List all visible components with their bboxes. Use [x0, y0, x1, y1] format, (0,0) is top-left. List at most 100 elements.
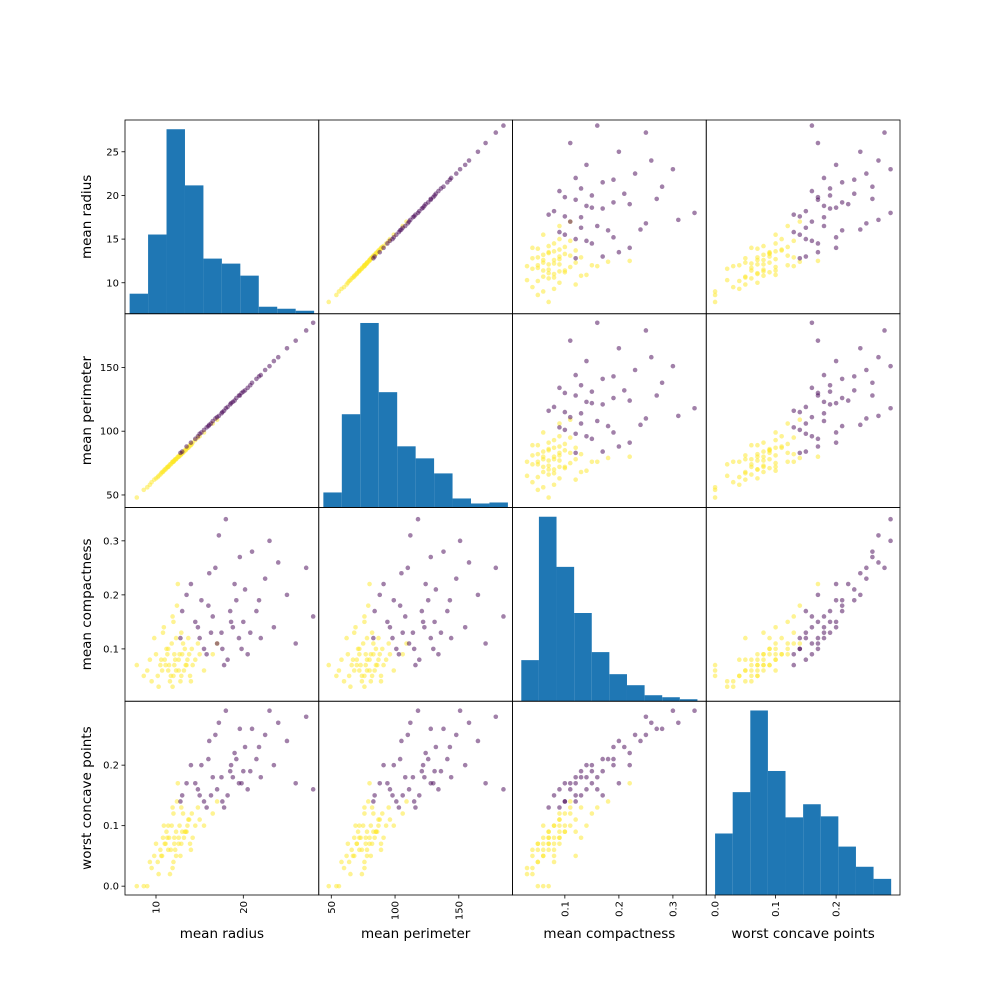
scatter-point-class-1	[540, 469, 546, 475]
scatter-point-class-0	[562, 781, 568, 786]
scatter-point-class-1	[171, 673, 176, 679]
scatter-point-class-1	[530, 245, 535, 251]
scatter-point-class-0	[216, 533, 222, 538]
scatter-point-class-1	[363, 662, 369, 668]
scatter-point-class-0	[271, 358, 277, 364]
scatter-point-class-1	[391, 668, 397, 673]
scatter-point-class-1	[183, 448, 188, 453]
scatter-point-class-1	[627, 454, 632, 460]
scatter-point-class-0	[184, 592, 189, 598]
scatter-point-class-1	[359, 679, 365, 684]
scatter-point-class-1	[365, 603, 371, 608]
scatter-point-class-0	[396, 651, 402, 657]
scatter-point-class-1	[151, 635, 157, 641]
scatter-point-class-0	[237, 726, 243, 732]
scatter-point-class-0	[839, 200, 845, 205]
scatter-point-class-1	[530, 453, 535, 458]
scatter-point-class-1	[182, 646, 188, 652]
scatter-point-class-1	[404, 799, 409, 804]
scatter-point-class-1	[540, 883, 546, 889]
scatter-point-class-0	[436, 651, 441, 657]
scatter-point-class-0	[493, 565, 499, 571]
scatter-point-class-1	[755, 467, 760, 472]
scatter-point-class-0	[611, 395, 616, 401]
scatter-point-class-0	[241, 768, 246, 774]
hist-bar	[341, 414, 361, 508]
scatter-point-class-1	[344, 853, 349, 859]
scatter-point-class-1	[355, 829, 361, 835]
cell-2-0	[124, 507, 320, 702]
scatter-point-class-1	[785, 646, 790, 652]
scatter-point-class-0	[584, 358, 589, 364]
scatter-point-class-1	[387, 651, 393, 657]
scatter-point-class-1	[369, 630, 375, 635]
scatter-point-class-1	[573, 817, 578, 822]
scatter-point-class-1	[755, 651, 760, 657]
scatter-point-class-1	[334, 673, 339, 679]
scatter-point-class-1	[573, 282, 578, 287]
scatter-point-class-1	[170, 865, 175, 871]
cell-frame	[124, 700, 320, 896]
scatter-point-class-1	[567, 450, 573, 456]
scatter-point-class-1	[524, 871, 530, 877]
scatter-point-class-1	[540, 430, 546, 435]
scatter-point-class-0	[493, 130, 499, 135]
scatter-point-class-0	[214, 641, 220, 646]
scatter-point-class-1	[153, 841, 159, 847]
scatter-point-class-0	[405, 565, 411, 571]
scatter-point-class-0	[206, 603, 211, 608]
scatter-point-class-0	[391, 762, 397, 768]
scatter-point-class-0	[833, 624, 839, 630]
scatter-point-class-1	[589, 262, 595, 268]
scatter-point-class-0	[876, 533, 881, 538]
scatter-point-class-1	[567, 811, 573, 816]
scatter-point-class-0	[573, 450, 578, 456]
hist-bar	[715, 833, 733, 895]
scatter-point-class-0	[303, 714, 309, 720]
scatter-point-class-0	[797, 646, 803, 652]
scatter-point-class-0	[616, 249, 622, 255]
scatter-point-class-0	[833, 430, 839, 435]
hist-bar	[360, 322, 379, 508]
scatter-point-class-1	[197, 817, 202, 822]
cell-content	[129, 129, 315, 314]
scatter-point-class-0	[208, 793, 214, 798]
scatter-point-class-1	[540, 454, 546, 460]
scatter-point-class-0	[441, 726, 446, 732]
hist-bar	[679, 699, 698, 702]
scatter-point-class-0	[405, 732, 411, 738]
scatter-point-class-0	[797, 214, 803, 219]
scatter-point-class-0	[839, 180, 845, 185]
scatter-point-class-1	[167, 679, 173, 684]
scatter-point-class-0	[600, 206, 605, 211]
scatter-point-class-0	[600, 254, 605, 259]
scatter-point-class-0	[178, 635, 183, 641]
scatter-point-class-0	[232, 750, 237, 756]
scatter-point-class-1	[353, 823, 358, 828]
scatter-point-class-1	[594, 805, 600, 810]
scatter-point-class-0	[833, 358, 839, 364]
scatter-point-class-1	[351, 668, 357, 673]
scatter-point-class-1	[755, 476, 760, 481]
scatter-point-class-1	[594, 459, 600, 465]
scatter-point-class-1	[400, 651, 406, 657]
scatter-point-class-0	[851, 374, 857, 379]
scatter-point-class-0	[643, 416, 649, 421]
scatter-point-class-0	[815, 444, 821, 449]
hist-bar	[732, 792, 751, 895]
scatter-point-class-0	[632, 367, 638, 373]
scatter-point-class-1	[364, 829, 370, 835]
scatter-point-class-0	[179, 793, 185, 798]
scatter-point-class-0	[256, 597, 262, 603]
scatter-point-class-1	[176, 835, 181, 841]
scatter-point-class-1	[578, 469, 584, 475]
scatter-point-class-1	[761, 630, 766, 635]
scatter-point-class-1	[185, 657, 190, 663]
scatter-point-class-1	[188, 679, 194, 684]
scatter-point-class-1	[334, 883, 339, 889]
scatter-point-class-0	[632, 732, 638, 738]
scatter-point-class-0	[815, 249, 821, 255]
scatter-point-class-1	[381, 835, 386, 841]
scatter-point-class-1	[179, 630, 184, 635]
scatter-point-class-1	[350, 275, 356, 280]
